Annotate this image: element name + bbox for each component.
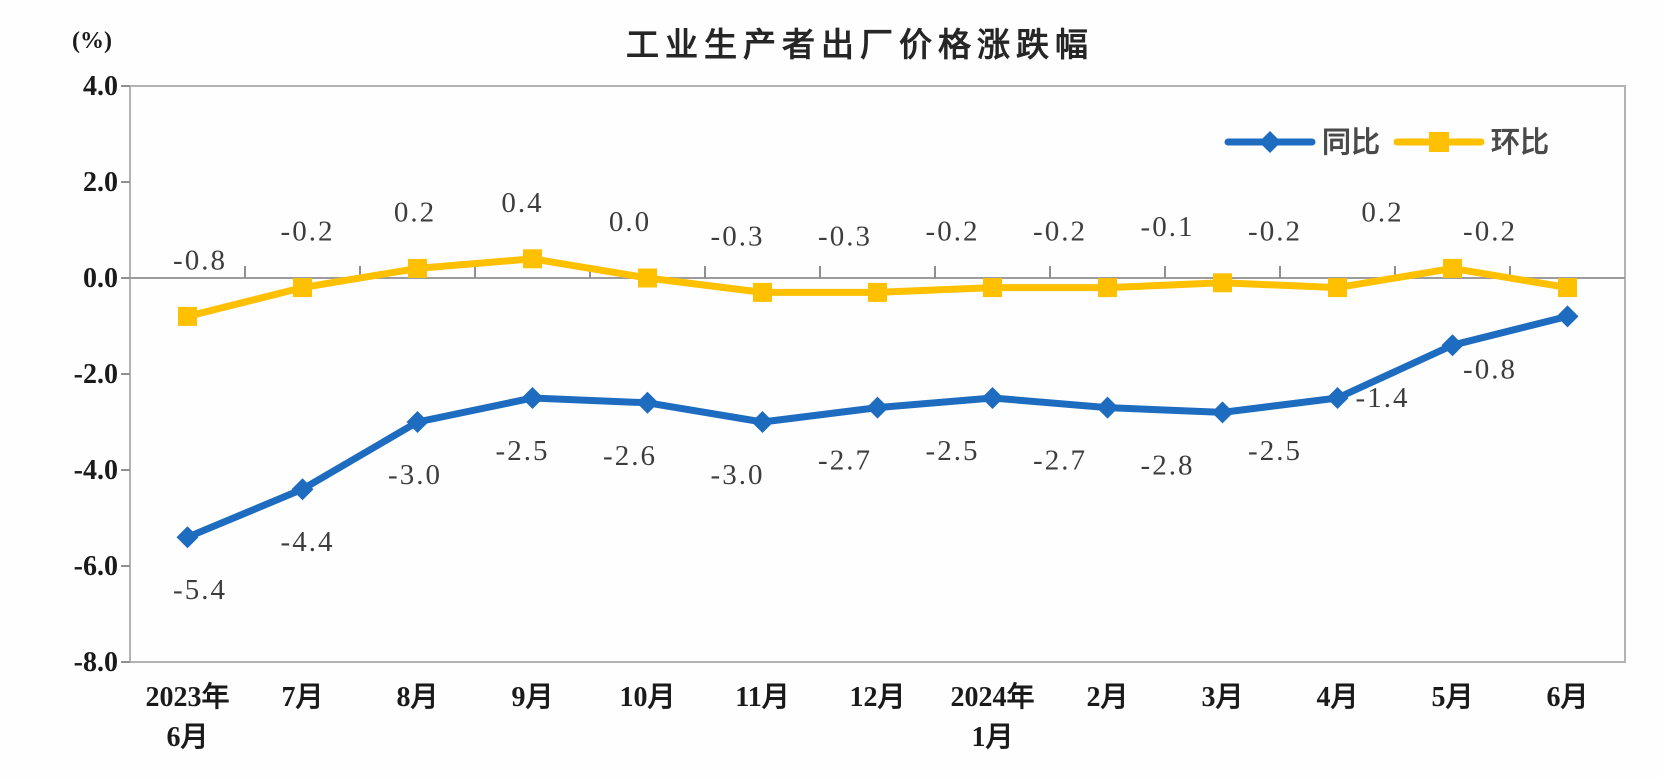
marker-diamond — [636, 391, 659, 414]
x-axis-label: 12月 — [849, 682, 905, 713]
y-axis-unit-label: (%) — [72, 28, 112, 54]
marker-square — [638, 268, 657, 288]
marker-diamond — [406, 411, 429, 433]
y-axis-tick-label: -8.0 — [74, 647, 118, 678]
data-label-mom: -0.2 — [1248, 216, 1302, 248]
plot-border — [129, 85, 1626, 663]
marker-square — [868, 282, 887, 302]
data-label-yoy: -4.4 — [281, 526, 335, 558]
data-label-mom: -0.2 — [1463, 216, 1517, 248]
data-label-yoy: -2.6 — [603, 440, 657, 472]
marker-diamond — [751, 411, 774, 433]
data-label-mom: -0.2 — [1033, 216, 1087, 248]
marker-square — [983, 278, 1002, 298]
marker-diamond — [866, 396, 889, 419]
x-axis-label: 8月 — [396, 682, 438, 713]
data-label-mom: -0.3 — [711, 220, 765, 252]
data-label-yoy: -3.0 — [388, 459, 442, 491]
data-label-mom: 0.4 — [501, 187, 543, 219]
marker-diamond — [1556, 305, 1579, 328]
x-axis-label: 2月 — [1086, 682, 1128, 713]
data-label-yoy: -2.8 — [1141, 449, 1195, 481]
y-axis-tick-label: -4.0 — [74, 455, 118, 486]
marker-square — [1098, 278, 1117, 298]
x-axis-label: 6月 — [1546, 682, 1588, 713]
x-axis-label: 4月 — [1316, 682, 1358, 713]
data-label-yoy: -2.5 — [926, 435, 980, 467]
marker-diamond — [291, 478, 314, 501]
marker-square — [178, 306, 197, 326]
marker-square — [523, 249, 542, 269]
marker-diamond — [521, 387, 544, 409]
chart-title: 工业生产者出厂价格涨跌幅 — [626, 26, 1094, 63]
y-axis-tick-label: 2.0 — [83, 167, 118, 198]
data-label-yoy: -1.4 — [1356, 382, 1410, 414]
legend-label-yoy: 同比 — [1322, 126, 1380, 159]
data-label-mom: -0.3 — [818, 220, 872, 252]
data-label-yoy: -3.0 — [711, 459, 765, 491]
marker-diamond — [1441, 334, 1464, 357]
marker-square — [408, 258, 427, 278]
x-axis-label: 7月 — [281, 682, 323, 713]
data-label-mom: 0.2 — [394, 196, 436, 228]
marker-square — [753, 282, 772, 302]
x-axis-label: 3月 — [1201, 682, 1243, 713]
marker-diamond — [1096, 396, 1119, 419]
marker-diamond — [176, 526, 199, 549]
marker-square — [1558, 278, 1577, 298]
data-label-mom: -0.2 — [926, 216, 980, 248]
marker-square — [293, 278, 312, 298]
data-label-yoy: -5.4 — [173, 574, 227, 606]
y-axis-tick-label: -2.0 — [74, 359, 118, 390]
marker-diamond — [1211, 401, 1234, 424]
marker-square — [1328, 278, 1347, 298]
data-label-mom: 0.0 — [609, 206, 651, 238]
marker-diamond — [1326, 387, 1349, 409]
data-label-yoy: -0.8 — [1463, 353, 1517, 385]
y-axis-tick-label: 4.0 — [83, 71, 118, 102]
y-axis-tick-label: 0.0 — [83, 263, 118, 294]
x-axis-label: 2023年 — [145, 680, 229, 713]
data-label-yoy: -2.7 — [1033, 445, 1087, 477]
data-label-yoy: -2.7 — [818, 445, 872, 477]
data-label-mom: -0.8 — [173, 244, 227, 276]
data-label-mom: -0.1 — [1141, 211, 1195, 243]
x-axis-label: 9月 — [511, 682, 553, 713]
x-axis-label: 5月 — [1431, 682, 1473, 713]
legend-marker-diamond — [1259, 131, 1281, 153]
data-label-yoy: -2.5 — [1248, 435, 1302, 467]
x-axis-label-line2: 1月 — [971, 722, 1013, 753]
x-axis-label-line2: 6月 — [166, 722, 208, 753]
legend-marker-square — [1429, 132, 1449, 152]
marker-square — [1213, 273, 1232, 293]
marker-diamond — [981, 387, 1004, 409]
data-label-mom: -0.2 — [281, 216, 335, 248]
marker-square — [1443, 258, 1462, 278]
y-axis-tick-label: -6.0 — [74, 551, 118, 582]
x-axis-label: 2024年 — [950, 680, 1034, 713]
data-label-mom: 0.2 — [1361, 196, 1403, 228]
series-line-yoy — [184, 312, 1571, 541]
data-label-yoy: -2.5 — [496, 435, 550, 467]
x-axis-label: 11月 — [735, 682, 789, 713]
legend-label-mom: 环比 — [1491, 126, 1549, 159]
x-axis-label: 10月 — [619, 682, 675, 713]
